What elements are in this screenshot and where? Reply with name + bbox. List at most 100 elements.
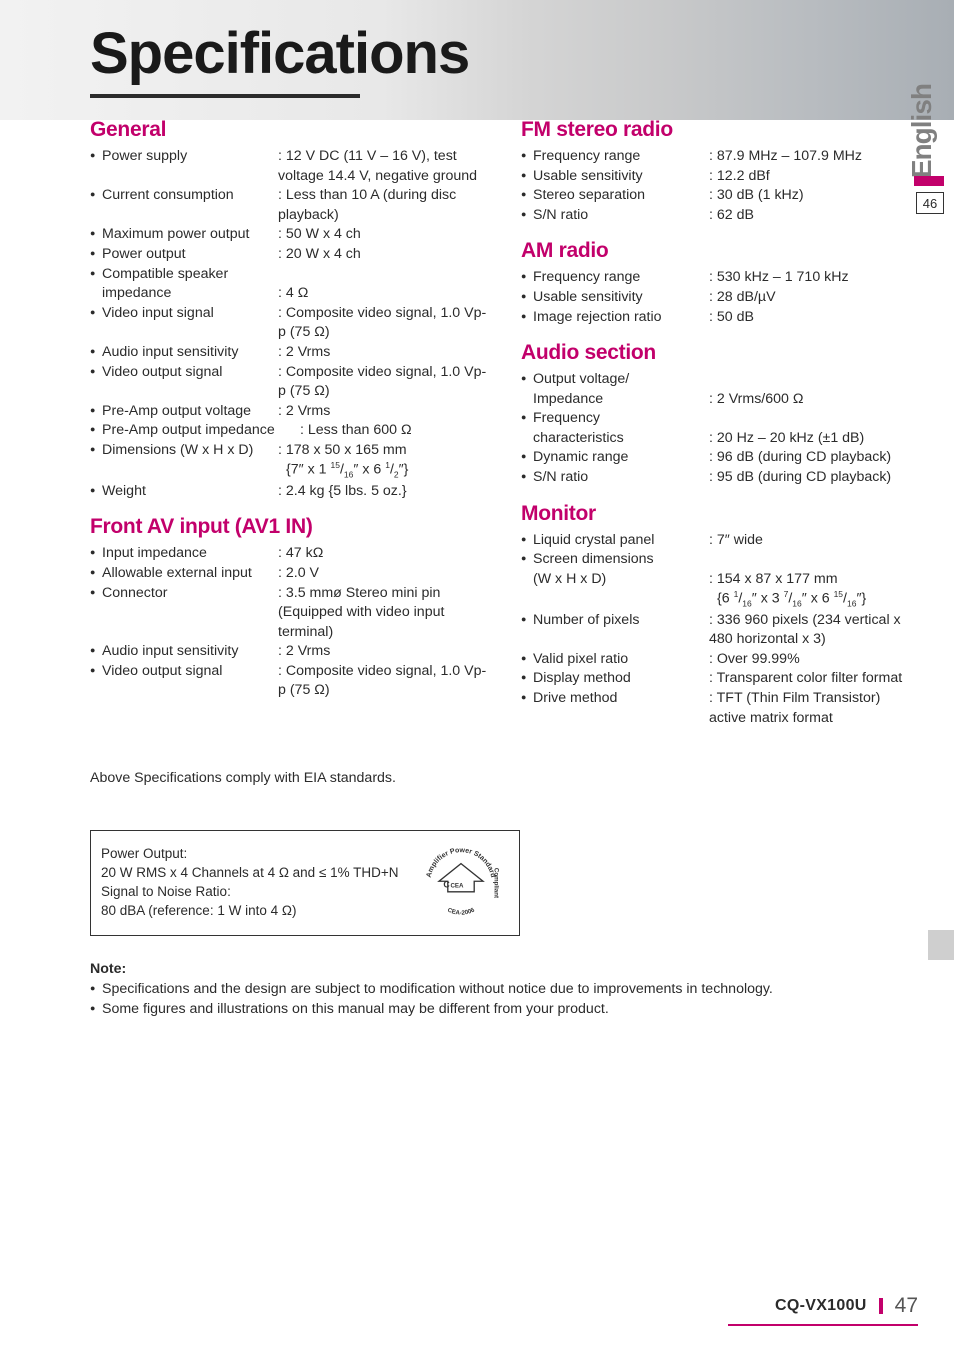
heading-general: General — [90, 116, 487, 145]
svg-text:Compliant: Compliant — [492, 868, 499, 898]
spec-row: (W x H x D) : 154 x 87 x 177 mm — [521, 570, 918, 590]
spec-row: Usable sensitivity : 12.2 dBf — [521, 167, 918, 187]
spec-value: : 2 Vrms/600 Ω — [709, 390, 918, 410]
spec-row: Audio input sensitivity : 2 Vrms — [90, 343, 487, 363]
spec-value: : 154 x 87 x 177 mm — [709, 570, 918, 590]
spec-value: : Less than 10 A (during disc playback) — [278, 186, 487, 225]
compliance-note: Above Specifications comply with EIA sta… — [90, 770, 396, 786]
spec-row: Pre-Amp output impedance : Less than 600… — [90, 421, 487, 441]
spec-label: Stereo separation — [533, 187, 645, 203]
spec-value: : 178 x 50 x 165 mm — [278, 441, 487, 461]
thumb-tab-marker — [928, 930, 954, 960]
footer-page-number: 47 — [895, 1294, 918, 1318]
language-accent-bar — [914, 176, 944, 186]
note-label: Note: — [90, 960, 918, 980]
spec-label: Current consumption — [102, 187, 234, 203]
footer-rule — [728, 1324, 918, 1326]
spec-row: Screen dimensions — [521, 550, 918, 570]
spec-value: : 95 dB (during CD playback) — [709, 468, 918, 488]
spec-row: Output voltage/ — [521, 370, 918, 390]
spec-label: Power supply — [102, 148, 187, 164]
spec-label: Compatible speaker — [102, 266, 228, 282]
spec-value: : 530 kHz – 1 710 kHz — [709, 268, 918, 288]
power-line: 80 dBA (reference: 1 W into 4 Ω) — [101, 902, 403, 921]
spec-value: : 50 W x 4 ch — [278, 225, 487, 245]
side-page-number: 46 — [916, 192, 944, 214]
spec-value: : 2 Vrms — [278, 343, 487, 363]
power-box-text: Power Output: 20 W RMS x 4 Channels at 4… — [101, 845, 403, 921]
spec-row: Power output : 20 W x 4 ch — [90, 245, 487, 265]
spec-row: Usable sensitivity : 28 dB/µV — [521, 288, 918, 308]
spec-value: : 30 dB (1 kHz) — [709, 186, 918, 206]
power-output-box: Power Output: 20 W RMS x 4 Channels at 4… — [90, 830, 520, 936]
spec-label: Impedance — [533, 391, 603, 407]
cea-badge-icon: Amplifier Power Standard C CEA CEA-2006 … — [413, 839, 509, 927]
spec-value: : 2.4 kg {5 lbs. 5 oz.} — [278, 482, 487, 502]
spec-row: Drive method : TFT (Thin Film Transistor… — [521, 689, 918, 728]
spec-label: Pre-Amp output impedance — [102, 422, 275, 438]
spec-value: {6 1/16″ x 3 7/16″ x 6 15/16″} — [709, 589, 918, 610]
spec-label: Input impedance — [102, 545, 207, 561]
spec-row: Frequency range : 530 kHz – 1 710 kHz — [521, 268, 918, 288]
spec-row: Frequency — [521, 409, 918, 429]
svg-text:CEA: CEA — [450, 882, 464, 889]
svg-text:C: C — [443, 879, 450, 889]
spec-row: Video output signal : Composite video si… — [90, 662, 487, 701]
spec-value: {7″ x 1 15/16″ x 6 1/2″} — [278, 460, 487, 481]
spec-value: : 4 Ω — [278, 284, 487, 304]
spec-label: Audio input sensitivity — [102, 643, 238, 659]
heading-am: AM radio — [521, 237, 918, 266]
spec-value: : 2 Vrms — [278, 642, 487, 662]
spec-row: Dynamic range : 96 dB (during CD playbac… — [521, 448, 918, 468]
spec-row: Video output signal : Composite video si… — [90, 363, 487, 402]
spec-row: Number of pixels : 336 960 pixels (234 v… — [521, 611, 918, 650]
spec-value: : TFT (Thin Film Transistor) active matr… — [709, 689, 918, 728]
right-column: FM stereo radio Frequency range : 87.9 M… — [521, 116, 918, 728]
spec-row: Current consumption : Less than 10 A (du… — [90, 186, 487, 225]
spec-row: Power supply : 12 V DC (11 V – 16 V), te… — [90, 147, 487, 186]
spec-label: Output voltage/ — [533, 371, 629, 387]
spec-label: Allowable external input — [102, 565, 252, 581]
svg-text:Amplifier Power Standard: Amplifier Power Standard — [426, 847, 497, 878]
spec-label: Weight — [102, 483, 146, 499]
spec-label: impedance — [102, 285, 171, 301]
spec-value: : Composite video signal, 1.0 Vp-p (75 Ω… — [278, 662, 487, 701]
spec-row: Audio input sensitivity : 2 Vrms — [90, 642, 487, 662]
spec-row: Input impedance : 47 kΩ — [90, 544, 487, 564]
spec-label: (W x H x D) — [533, 571, 606, 587]
spec-value: : 336 960 pixels (234 vertical x 480 hor… — [709, 611, 918, 650]
power-line: Power Output: — [101, 845, 403, 864]
note-item: Specifications and the design are subjec… — [90, 980, 918, 1000]
spec-label: Drive method — [533, 690, 617, 706]
title-underline — [90, 94, 360, 98]
footer-accent-bar — [879, 1298, 883, 1314]
spec-row: Valid pixel ratio : Over 99.99% — [521, 650, 918, 670]
spec-label: Liquid crystal panel — [533, 532, 654, 548]
spec-row: Allowable external input : 2.0 V — [90, 564, 487, 584]
spec-label: Valid pixel ratio — [533, 651, 628, 667]
spec-value: : 87.9 MHz – 107.9 MHz — [709, 147, 918, 167]
spec-label: Connector — [102, 585, 167, 601]
spec-value: : Composite video signal, 1.0 Vp-p (75 Ω… — [278, 363, 487, 402]
heading-audio: Audio section — [521, 339, 918, 368]
spec-row: Pre-Amp output voltage : 2 Vrms — [90, 402, 487, 422]
spec-label: Image rejection ratio — [533, 309, 662, 325]
content-columns: General Power supply : 12 V DC (11 V – 1… — [90, 116, 918, 728]
spec-value: : Composite video signal, 1.0 Vp-p (75 Ω… — [278, 304, 487, 343]
spec-label: Usable sensitivity — [533, 168, 643, 184]
spec-label: Video output signal — [102, 364, 222, 380]
spec-row: Impedance : 2 Vrms/600 Ω — [521, 390, 918, 410]
spec-row: Dimensions (W x H x D) : 178 x 50 x 165 … — [90, 441, 487, 461]
spec-value: : 3.5 mmø Stereo mini pin (Equipped with… — [278, 584, 487, 643]
spec-row: characteristics : 20 Hz – 20 kHz (±1 dB) — [521, 429, 918, 449]
spec-value: : 7″ wide — [709, 531, 918, 551]
page-title: Specifications — [90, 20, 469, 87]
note-item: Some figures and illustrations on this m… — [90, 1000, 918, 1020]
spec-label: Dimensions (W x H x D) — [102, 442, 253, 458]
spec-value: : 12.2 dBf — [709, 167, 918, 187]
spec-row: Liquid crystal panel : 7″ wide — [521, 531, 918, 551]
svg-text:CEA-2006: CEA-2006 — [446, 906, 476, 916]
model-number: CQ-VX100U — [775, 1297, 867, 1315]
spec-value: : 28 dB/µV — [709, 288, 918, 308]
spec-row: S/N ratio : 95 dB (during CD playback) — [521, 468, 918, 488]
